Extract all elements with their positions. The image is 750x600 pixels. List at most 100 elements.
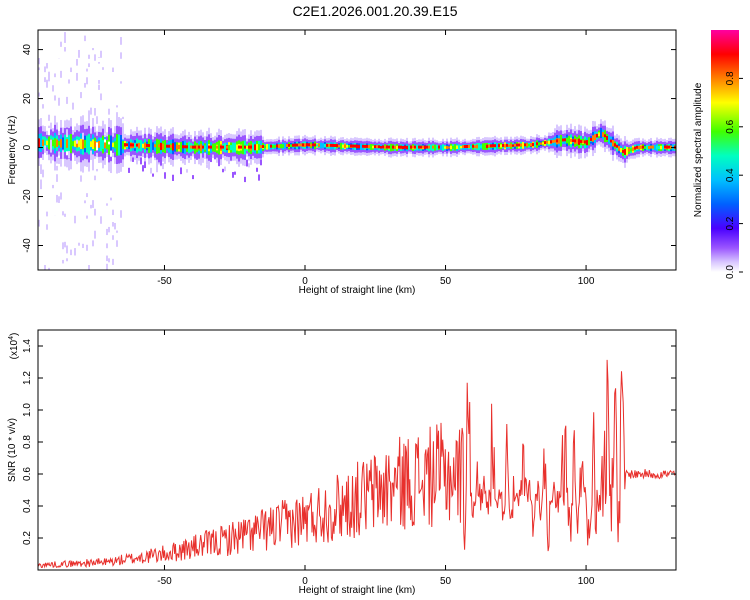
spectrogram-cell	[76, 140, 78, 148]
spectrogram-noise-cell	[70, 207, 72, 210]
colorbar-ticks: 0.0 0.2 0.4 0.6 0.8	[725, 71, 743, 279]
spectrogram-cell	[250, 145, 252, 149]
spectrogram-noise-cell	[54, 73, 56, 78]
spectrogram-noise-cell	[40, 181, 42, 190]
spectrogram-cell	[646, 145, 648, 151]
spectrogram-cell	[572, 139, 574, 143]
spectrogram-x-ticks: -50 0 50 100	[157, 30, 595, 287]
spectrogram-noise-cell	[100, 50, 102, 58]
spectrogram-cell	[620, 148, 622, 153]
spectrogram-cell	[484, 144, 486, 149]
spectrogram-noise-cell	[122, 129, 124, 138]
spectrogram-cell	[256, 144, 258, 151]
spectrogram-noise-cell	[62, 211, 64, 216]
spectrogram-cell	[288, 143, 290, 147]
spectrogram-noise-cell	[120, 209, 122, 218]
spectrogram-noise-cell	[100, 217, 102, 224]
spectrogram-noise-cell	[82, 132, 84, 140]
spectrogram-noise-cell	[64, 47, 66, 52]
spectrogram-cell	[148, 144, 150, 148]
spectrogram-cell	[114, 141, 116, 149]
spectrogram-noise-cell	[206, 164, 208, 168]
spectrogram-noise-cell	[48, 268, 50, 270]
spectrogram-cell	[124, 143, 126, 147]
spectrogram-cell	[372, 145, 374, 149]
spectrogram-noise-cell	[108, 108, 110, 115]
spectrogram-cell	[568, 135, 570, 146]
spectrogram-cell	[368, 144, 370, 148]
spectrogram-cell	[600, 127, 602, 139]
spectrogram-y-tick-label: 0	[22, 144, 33, 150]
spectrogram-noise-cell	[70, 67, 72, 73]
spectrogram-cell	[126, 143, 128, 147]
spectrogram-cell	[104, 140, 106, 149]
spectrogram-cell	[332, 143, 334, 147]
spectrogram-cell	[500, 144, 502, 148]
spectrogram-noise-cell	[76, 139, 78, 144]
spectrogram-cell	[442, 144, 444, 151]
spectrogram-cell	[538, 142, 540, 146]
spectrogram-noise-cell	[102, 176, 104, 180]
spectrogram-cell	[610, 139, 612, 143]
spectrogram-cell	[302, 143, 304, 147]
spectrogram-cell	[188, 144, 190, 151]
spectrogram-noise-cell	[84, 35, 86, 42]
spectrogram-noise-cell	[56, 174, 58, 182]
spectrogram-cell	[48, 136, 50, 150]
spectrogram-noise-cell	[44, 77, 46, 83]
spectrogram-cell	[84, 139, 86, 149]
spectrogram-cell	[136, 143, 138, 147]
spectrogram-cell	[158, 144, 160, 148]
spectrogram-noise-cell	[102, 98, 104, 102]
spectrogram-cell	[82, 138, 84, 150]
spectrogram-cell	[624, 150, 626, 154]
snr-y-multiplier: (x104)	[8, 333, 20, 360]
spectrogram-cell	[44, 136, 46, 150]
snr-frame	[37, 329, 677, 571]
spectrogram-cell	[80, 138, 82, 149]
snr-x-tick-label: 100	[578, 576, 595, 587]
spectrogram-noise-cell	[66, 245, 68, 254]
spectrogram-cell	[52, 139, 54, 147]
colorbar-tick-label: 0.2	[725, 216, 736, 230]
spectrogram-cell	[606, 136, 608, 140]
spectrogram-cell	[476, 144, 478, 148]
spectrogram-noise-cell	[142, 165, 144, 172]
spectrogram-cell	[584, 140, 586, 144]
spectrogram-cell	[574, 139, 576, 143]
spectrogram-cell	[634, 146, 636, 150]
spectrogram-cell	[392, 145, 394, 149]
spectrogram-noise-cell	[96, 116, 98, 124]
spectrogram-noise-cell	[118, 242, 120, 248]
spectrogram-y-tick-label: 20	[22, 93, 33, 105]
spectrogram-cell	[506, 143, 508, 147]
spectrogram-cell	[394, 145, 396, 149]
spectrogram-noise-cell	[80, 92, 82, 99]
spectrogram-noise-cell	[60, 51, 62, 59]
spectrogram-cell	[408, 145, 410, 150]
spectrogram-cell	[300, 143, 302, 147]
spectrogram-cell	[196, 145, 198, 149]
spectrogram-noise-cell	[80, 175, 82, 182]
spectrogram-noise-cell	[104, 194, 106, 198]
spectrogram-cell	[480, 145, 482, 148]
spectrogram-noise-cell	[64, 32, 66, 39]
spectrogram-cell	[162, 144, 164, 148]
spectrogram-noise-cell	[48, 71, 50, 79]
spectrogram-noise-cell	[116, 105, 118, 108]
spectrogram-cell	[108, 134, 110, 155]
spectrogram-noise-cell	[108, 141, 110, 145]
spectrogram-noise-cell	[38, 58, 40, 65]
spectrogram-cell	[400, 145, 402, 149]
spectrogram-cell	[338, 144, 340, 148]
spectrogram-noise-cell	[62, 259, 64, 264]
spectrogram-cell	[434, 146, 436, 149]
spectrogram-noise-cell	[160, 159, 162, 166]
spectrogram-cell	[370, 143, 372, 151]
spectrogram-noise-cell	[84, 194, 86, 201]
spectrogram-cell	[632, 147, 634, 151]
spectrogram-cell	[446, 145, 448, 150]
spectrogram-cell	[184, 145, 186, 149]
spectrogram-cell	[350, 144, 352, 148]
spectrogram-cell	[276, 144, 278, 148]
